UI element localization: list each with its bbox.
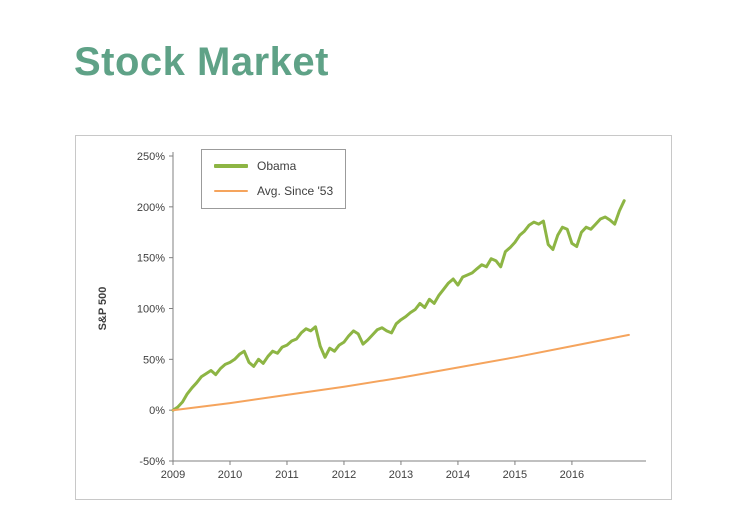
y-tick-label: -50%	[139, 456, 165, 468]
page-title: Stock Market	[74, 40, 329, 84]
x-tick-label: 2011	[275, 469, 299, 481]
avg-since-53-line-swatch	[214, 190, 248, 192]
x-tick-label: 2010	[218, 469, 242, 481]
obama-line-swatch	[214, 164, 248, 168]
y-tick-label: 150%	[137, 253, 165, 265]
x-tick-label: 2014	[446, 469, 470, 481]
y-tick-label: 0%	[149, 405, 165, 417]
chart-container: 250% 200% 150% 100% 50% 0% -50% 2009 2010 2011 201…	[75, 135, 672, 500]
y-axis-title: S&P 500	[97, 287, 109, 331]
x-tick-label: 2015	[503, 469, 527, 481]
series-line-0	[171, 199, 626, 412]
sp500-line-chart: 250% 200% 150% 100% 50% 0% -50%2009 2010 2011 201…	[97, 151, 646, 481]
y-tick-label: 100%	[137, 304, 165, 316]
chart-legend: Obama Avg. Since '53	[201, 149, 347, 209]
legend-label-obama: Obama	[257, 159, 297, 173]
series-line-1	[172, 333, 630, 412]
x-tick-label: 2016	[560, 469, 584, 481]
x-tick-label: 2012	[332, 469, 356, 481]
y-tick-label: 250%	[137, 151, 165, 163]
y-tick-label: 50%	[143, 354, 165, 366]
legend-label-avg-since-53: Avg. Since '53	[257, 184, 334, 198]
y-tick-label: 200%	[137, 202, 165, 214]
legend-item-obama: Obama	[214, 159, 333, 173]
x-tick-label: 2013	[389, 469, 413, 481]
x-tick-label: 2009	[161, 469, 185, 481]
legend-item-avg-since-53: Avg. Since '53	[214, 184, 333, 198]
